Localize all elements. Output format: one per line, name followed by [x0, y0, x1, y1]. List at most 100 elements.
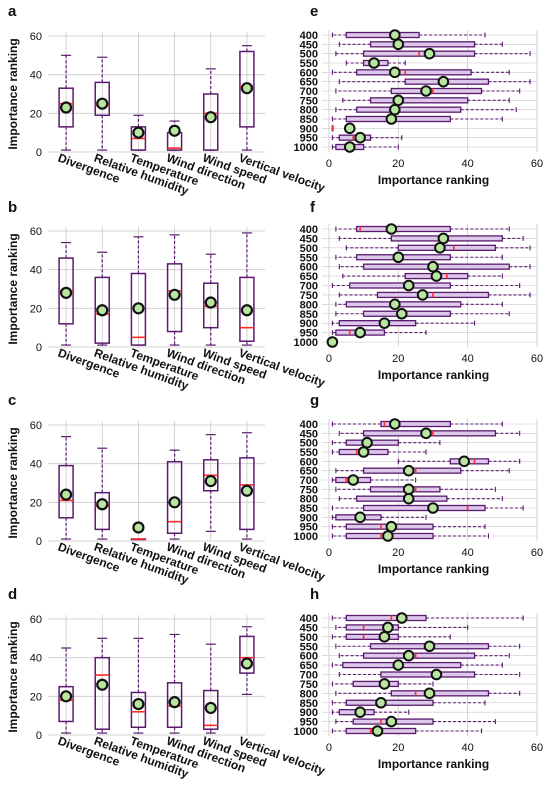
- mean-marker: [343, 122, 356, 135]
- mean-marker: [395, 612, 408, 624]
- mean-marker: [427, 260, 439, 273]
- box-iqr: [356, 106, 462, 113]
- mean-marker: [168, 696, 181, 709]
- y-level-label: 750: [300, 95, 318, 107]
- y-level-label: 750: [300, 679, 318, 691]
- box-iqr: [203, 282, 219, 329]
- y-tick-label: 40: [30, 265, 42, 277]
- mean-marker: [402, 649, 415, 662]
- box-iqr: [94, 656, 110, 730]
- x-tick-label: 0: [326, 353, 332, 365]
- mean-marker: [458, 455, 470, 468]
- box-iqr: [380, 420, 451, 428]
- y-level-label: 950: [300, 328, 318, 340]
- y-level-label: 700: [300, 670, 318, 682]
- mean-marker: [382, 621, 394, 634]
- y-level-label: 850: [300, 503, 318, 515]
- x-tick-label: 60: [531, 742, 543, 754]
- x-tick-label: 20: [392, 353, 404, 365]
- y-axis-title: Importance ranking: [6, 621, 20, 732]
- mean-marker: [382, 530, 394, 542]
- box-iqr: [58, 464, 74, 519]
- chart-panel-g: g 0 20 40 60 40045050055060065070075080085090…: [294, 392, 544, 576]
- mean-marker: [96, 97, 109, 110]
- box-iqr: [380, 671, 476, 678]
- y-tick-label: 40: [30, 459, 42, 471]
- box-iqr: [166, 682, 183, 729]
- x-tick-label: 0: [326, 547, 332, 559]
- y-tick-label: 60: [30, 226, 42, 238]
- mean-marker: [416, 289, 429, 301]
- box-iqr: [345, 31, 420, 39]
- y-level-label: 1000: [294, 142, 318, 154]
- x-tick-label: 20: [392, 547, 404, 559]
- box-iqr: [345, 624, 399, 631]
- mean-marker: [389, 103, 401, 116]
- mean-marker: [132, 302, 145, 315]
- y-level-label: 400: [300, 224, 318, 236]
- box-iqr: [349, 282, 451, 289]
- panel-letter: g: [310, 392, 319, 409]
- box-iqr: [345, 115, 451, 123]
- y-level-label: 800: [300, 105, 318, 117]
- y-level-label: 900: [300, 318, 318, 330]
- y-level-label: 500: [300, 243, 318, 255]
- x-tick-label: 20: [392, 742, 404, 754]
- mean-marker: [168, 288, 181, 301]
- box-iqr: [390, 87, 483, 95]
- box-iqr: [356, 495, 448, 502]
- y-level-label: 1000: [294, 531, 318, 543]
- y-level-label: 900: [300, 707, 318, 719]
- x-tick-label: 40: [462, 742, 474, 754]
- y-level-label: 750: [300, 290, 318, 302]
- y-level-label: 450: [300, 428, 318, 440]
- box-iqr: [345, 301, 462, 308]
- y-level-label: 600: [300, 456, 318, 468]
- mean-marker: [240, 304, 254, 317]
- y-level-label: 900: [300, 512, 318, 524]
- mean-marker: [59, 690, 73, 703]
- box-iqr: [166, 460, 183, 535]
- mean-marker: [371, 725, 384, 737]
- mean-marker: [240, 657, 254, 670]
- y-level-label: 600: [300, 262, 318, 274]
- mean-marker: [385, 715, 398, 728]
- y-level-label: 400: [300, 419, 318, 431]
- x-tick-label: 40: [462, 158, 474, 170]
- y-level-label: 650: [300, 77, 318, 89]
- mean-marker: [354, 706, 366, 718]
- mean-marker: [378, 678, 391, 690]
- y-level-label: 450: [300, 233, 318, 245]
- mean-marker: [204, 296, 217, 309]
- mean-marker: [96, 304, 109, 317]
- y-level-label: 850: [300, 114, 318, 126]
- mean-marker: [347, 474, 360, 486]
- y-tick-label: 60: [30, 614, 42, 626]
- box-iqr: [94, 81, 110, 117]
- mean-marker: [96, 678, 109, 691]
- y-level-label: 700: [300, 281, 318, 293]
- y-level-label: 650: [300, 660, 318, 672]
- panel-letter: d: [8, 586, 17, 603]
- y-level-label: 700: [300, 475, 318, 487]
- x-axis-title: Importance ranking: [378, 173, 489, 187]
- box-iqr: [94, 276, 110, 344]
- box-iqr: [356, 225, 451, 233]
- box-iqr: [352, 680, 399, 688]
- mean-marker: [354, 326, 366, 339]
- mean-marker: [423, 47, 436, 60]
- y-level-label: 550: [300, 447, 318, 459]
- mean-marker: [354, 511, 366, 524]
- mean-marker: [402, 464, 415, 477]
- box-iqr: [203, 689, 219, 730]
- mean-marker: [378, 317, 391, 329]
- y-level-label: 500: [300, 632, 318, 644]
- x-tick-label: 0: [326, 742, 332, 754]
- mean-marker: [59, 286, 73, 299]
- mean-marker: [240, 82, 254, 95]
- mean-marker: [392, 251, 405, 264]
- mean-marker: [392, 38, 405, 51]
- box-iqr: [390, 690, 490, 697]
- mean-marker: [326, 336, 339, 348]
- mean-marker: [204, 701, 217, 715]
